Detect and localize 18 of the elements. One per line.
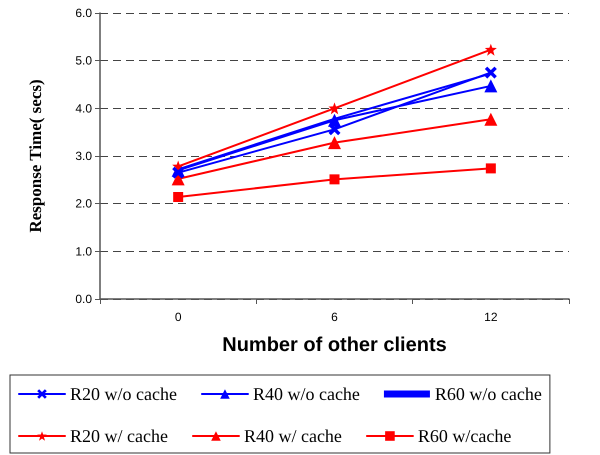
legend-label: R40 w/o cache <box>252 384 360 404</box>
y-tick-label: 6.0 <box>75 6 92 20</box>
y-axis-title: Response Time( secs) <box>26 79 45 233</box>
legend-label: R60 w/cache <box>418 426 512 446</box>
x-axis-title: Number of other clients <box>222 334 447 356</box>
y-tick-label: 3.0 <box>75 149 92 163</box>
x-tick-label: 12 <box>484 310 498 324</box>
y-tick-label: 0.0 <box>75 292 92 306</box>
legend-label: R60 w/o cache <box>434 384 542 404</box>
x-tick-label: 0 <box>174 310 182 324</box>
legend-label: R20 w/o cache <box>70 384 177 404</box>
y-tick-label: 4.0 <box>75 101 92 116</box>
y-tick-label: 1.0 <box>75 244 92 258</box>
y-tick-label: 5.0 <box>75 54 92 68</box>
y-tick-label: 2.0 <box>75 196 92 211</box>
legend-label: R40 w/ cache <box>244 426 342 446</box>
legend-label: R20 w/ cache <box>70 426 168 446</box>
x-tick-label: 6 <box>331 310 338 324</box>
